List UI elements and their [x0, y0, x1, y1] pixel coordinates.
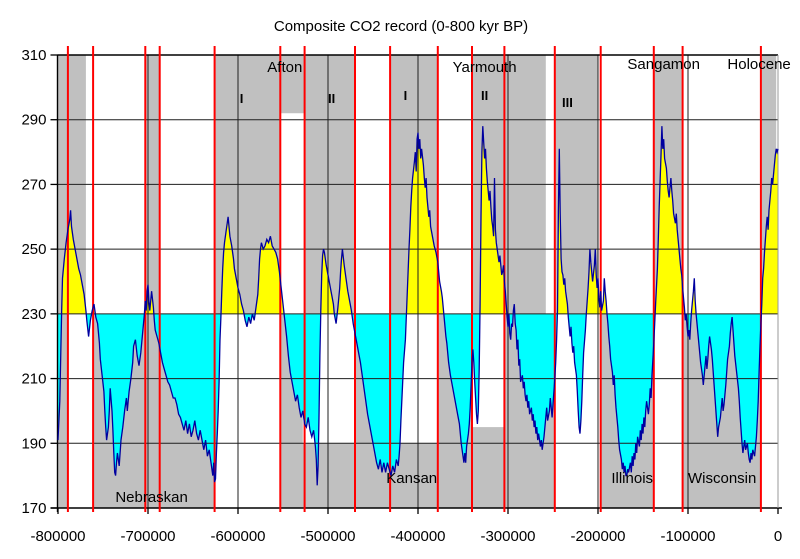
interglacial-label-holocene: Holocene — [727, 55, 791, 73]
y-tick-label: 310 — [21, 47, 46, 64]
interglacial-label-afton: Afton — [267, 58, 303, 76]
substage-numeral-yarmouth-2: II — [480, 88, 489, 104]
axis-tick-labels: 170 190 210 230 250 270 290 310 -800000 -700000 -6… — [21, 47, 782, 545]
x-tick-label: -200000 — [570, 528, 625, 545]
glacial-band — [58, 313, 68, 508]
y-tick-label: 250 — [21, 241, 46, 258]
x-tick-label: -500000 — [300, 528, 355, 545]
x-tick-label: -800000 — [30, 528, 85, 545]
y-tick-label: 210 — [21, 371, 46, 388]
co2-curve — [57, 126, 779, 486]
chart-title: Composite CO2 record (0-800 kyr BP) — [273, 18, 529, 35]
x-tick-label: -700000 — [120, 528, 175, 545]
glacial-label-nebraskan: Nebraskan — [115, 489, 188, 507]
substage-numeral-yarmouth-1: I — [403, 88, 408, 104]
x-tick-label: -100000 — [660, 528, 715, 545]
y-tick-label: 170 — [21, 500, 46, 517]
x-tick-label: 0 — [774, 528, 782, 545]
termination-event-lines — [66, 46, 762, 512]
y-tick-label: 270 — [21, 176, 46, 193]
y-tick-label: 190 — [21, 435, 46, 452]
y-tick-label: 230 — [21, 306, 46, 323]
substage-numeral-afton-1: I — [239, 91, 244, 107]
plot-border — [50, 54, 782, 512]
x-tick-label: -300000 — [480, 528, 535, 545]
substage-numeral-yarmouth-3: III — [561, 94, 573, 110]
substage-numeral-afton-2: II — [327, 91, 336, 107]
glacial-label-wisconsin: Wisconsin — [688, 469, 757, 487]
glacial-band — [280, 55, 305, 114]
axis-ticks — [50, 54, 779, 514]
glacial-label-kansan: Kansan — [386, 469, 438, 487]
gridlines — [57, 55, 778, 508]
fill-below-230ppm — [58, 313, 778, 486]
interglacial-label-sangamon: Sangamon — [627, 55, 700, 73]
glacial-band — [472, 427, 505, 508]
y-tick-label: 290 — [21, 112, 46, 129]
interglacial-label-yarmouth: Yarmouth — [452, 58, 517, 76]
glacial-label-illinois: Illinois — [611, 469, 654, 487]
x-tick-label: -400000 — [390, 528, 445, 545]
x-tick-label: -600000 — [210, 528, 265, 545]
